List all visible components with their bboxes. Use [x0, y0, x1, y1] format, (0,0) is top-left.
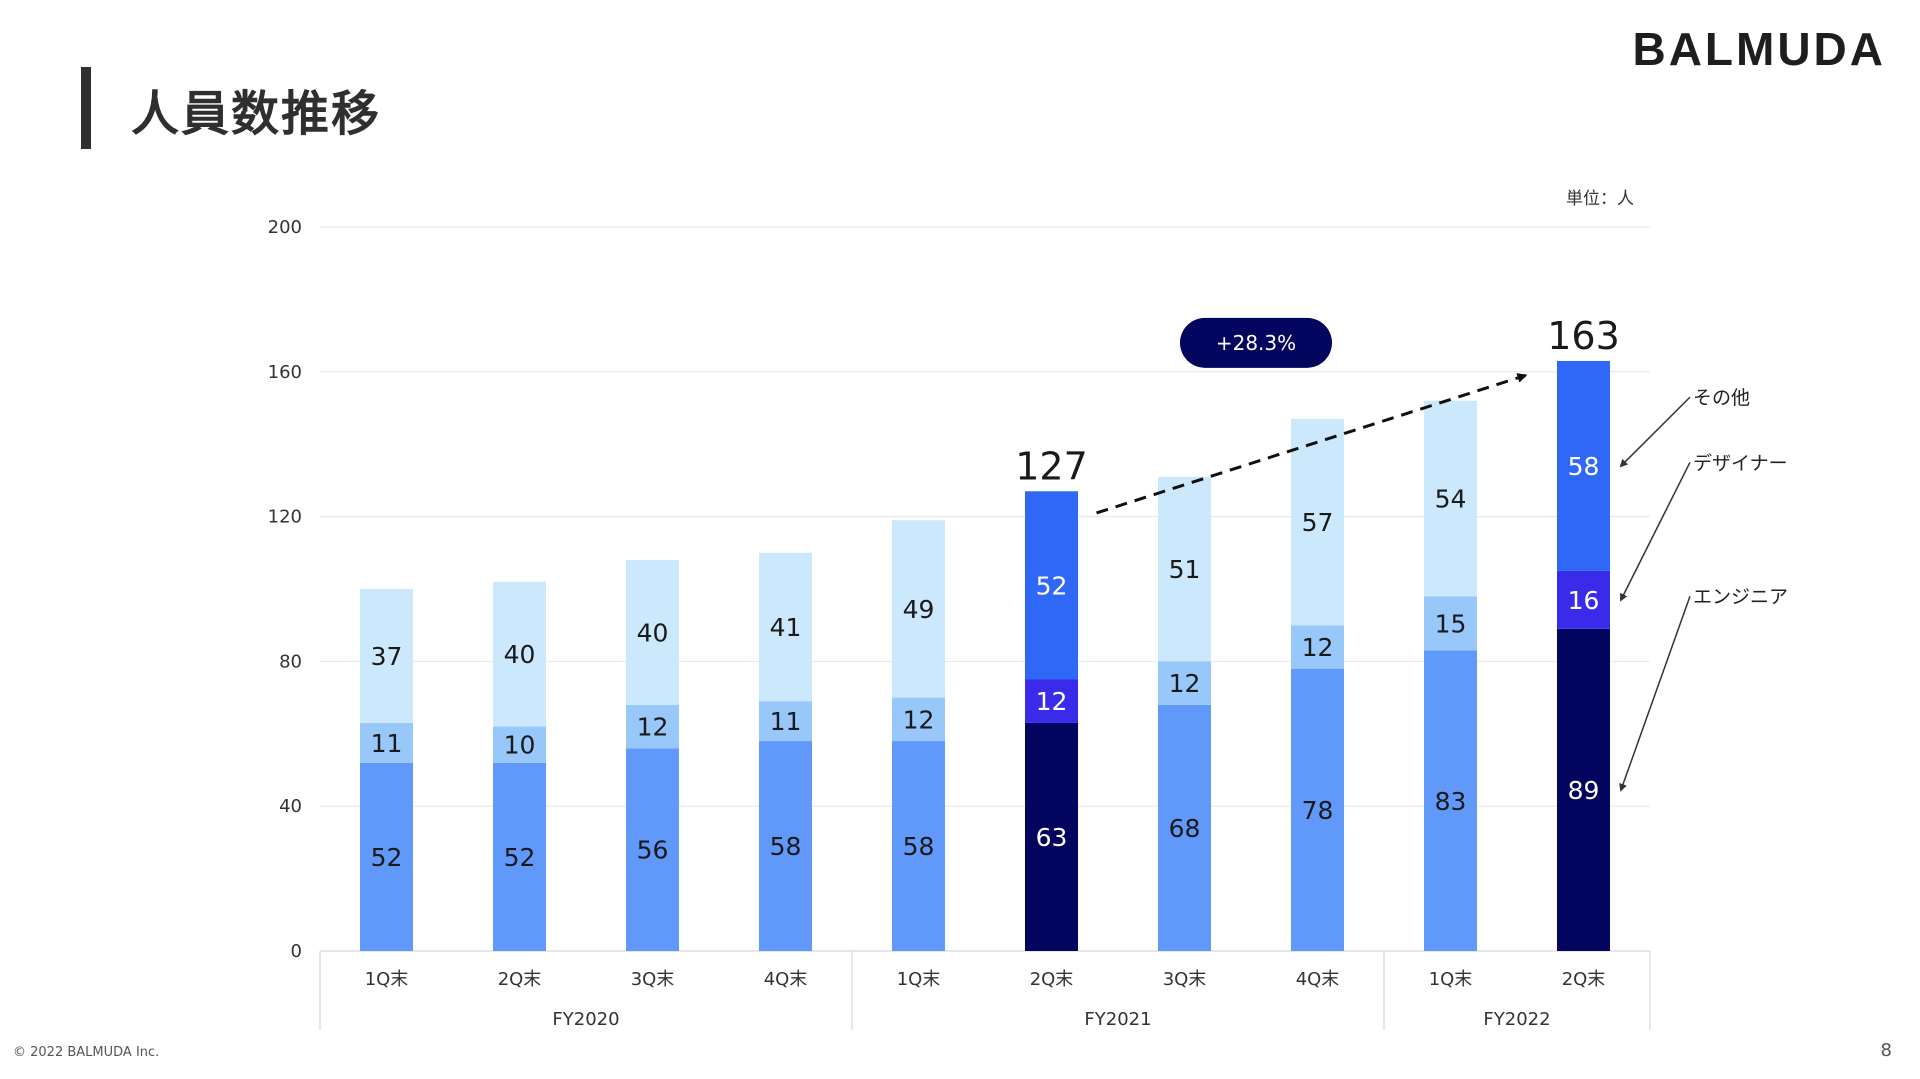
total-label: 127 — [1015, 444, 1088, 488]
legend-pointer — [1620, 461, 1691, 602]
page-number: 8 — [1880, 1040, 1892, 1061]
data-label: 52 — [504, 843, 536, 872]
group-label: FY2022 — [1483, 1009, 1550, 1030]
bar-segment — [1025, 679, 1078, 723]
data-label: 11 — [770, 707, 802, 736]
data-label: 15 — [1435, 609, 1467, 638]
bar-segment — [360, 722, 413, 763]
growth-arrow — [1096, 373, 1528, 515]
data-label: 12 — [1302, 633, 1334, 662]
y-tick-label: 160 — [268, 362, 302, 383]
x-tick-label: 2Q末 — [498, 969, 542, 990]
bar-segment — [626, 560, 679, 705]
x-tick-label: 2Q末 — [1030, 969, 1074, 990]
bar-segment — [759, 701, 812, 742]
data-label: 78 — [1302, 796, 1334, 825]
x-tick-label: 4Q末 — [1296, 969, 1340, 990]
data-label: 51 — [1169, 555, 1201, 584]
brand-logo: BALMUDA — [1632, 23, 1886, 75]
data-label: 16 — [1568, 586, 1600, 615]
group-label: FY2020 — [552, 1009, 619, 1030]
legend-pointer — [1619, 396, 1691, 468]
data-label: 58 — [903, 832, 935, 861]
data-label: 41 — [770, 613, 802, 642]
x-tick-label: 1Q末 — [1429, 969, 1473, 990]
data-label: 58 — [770, 832, 802, 861]
bar-segment — [493, 581, 546, 727]
data-label: 68 — [1169, 814, 1201, 843]
x-tick-label: 1Q末 — [897, 969, 941, 990]
data-label: 52 — [371, 843, 403, 872]
legend-label: エンジニア — [1693, 586, 1788, 608]
bar-segment — [493, 726, 546, 763]
x-tick-label: 1Q末 — [365, 969, 409, 990]
bar-segment — [1158, 661, 1211, 705]
y-tick-label: 40 — [279, 796, 302, 817]
bar-segment — [759, 552, 812, 702]
bar-segment — [493, 762, 546, 951]
growth-badge-label: +28.3% — [1216, 331, 1296, 355]
y-tick-label: 80 — [279, 651, 302, 672]
growth-badge — [1180, 317, 1332, 368]
bar-segment — [1158, 704, 1211, 951]
group-label: FY2021 — [1084, 1009, 1151, 1030]
legend-label: その他 — [1693, 387, 1750, 409]
data-label: 12 — [1169, 669, 1201, 698]
data-label: 54 — [1435, 485, 1467, 514]
x-tick-label: 3Q末 — [1163, 969, 1207, 990]
data-label: 56 — [637, 836, 669, 865]
bar-segment — [1158, 476, 1211, 662]
bar-segment — [1424, 400, 1477, 597]
bar-segment — [1424, 650, 1477, 951]
bar-segment — [759, 741, 812, 951]
bar-segment — [1424, 596, 1477, 651]
data-label: 89 — [1568, 776, 1600, 805]
data-label: 52 — [1036, 571, 1068, 600]
bar-segment — [1557, 360, 1610, 571]
data-label: 40 — [637, 618, 669, 647]
bar-segment — [626, 704, 679, 749]
bar-segment — [892, 697, 945, 742]
data-label: 11 — [371, 729, 403, 758]
data-label: 49 — [903, 595, 935, 624]
data-label: 83 — [1435, 787, 1467, 816]
data-label: 12 — [637, 713, 669, 742]
y-tick-label: 200 — [268, 217, 302, 238]
bar-segment — [1557, 570, 1610, 629]
data-label: 57 — [1302, 508, 1334, 537]
data-label: 63 — [1036, 823, 1068, 852]
bar-segment — [360, 762, 413, 951]
x-tick-label: 3Q末 — [631, 969, 675, 990]
bar-segment — [1025, 491, 1078, 680]
data-label: 10 — [504, 731, 536, 760]
bar-segment — [892, 741, 945, 951]
bar-segment — [1291, 668, 1344, 951]
x-tick-label: 2Q末 — [1562, 969, 1606, 990]
unit-label: 単位：人 — [1566, 189, 1634, 209]
data-label: 40 — [504, 640, 536, 669]
bar-segment — [1291, 625, 1344, 669]
x-tick-label: 4Q末 — [764, 969, 808, 990]
legend-pointer — [1619, 595, 1691, 792]
copyright: © 2022 BALMUDA Inc. — [13, 1045, 160, 1060]
data-label: 12 — [1036, 687, 1068, 716]
page-title: 人員数推移 — [131, 86, 382, 142]
y-tick-label: 0 — [291, 941, 302, 962]
bar-segment — [1025, 722, 1078, 951]
data-label: 58 — [1568, 452, 1600, 481]
bar-segment — [1291, 418, 1344, 626]
data-label: 12 — [903, 705, 935, 734]
data-label: 37 — [371, 642, 403, 671]
title-accent-bar — [81, 67, 91, 149]
bar-segment — [626, 748, 679, 951]
bar-segment — [360, 589, 413, 723]
legend-label: デザイナー — [1693, 452, 1788, 474]
bar-segment — [1557, 628, 1610, 951]
bar-segment — [892, 520, 945, 698]
y-tick-label: 120 — [268, 507, 302, 528]
total-label: 163 — [1547, 314, 1620, 358]
